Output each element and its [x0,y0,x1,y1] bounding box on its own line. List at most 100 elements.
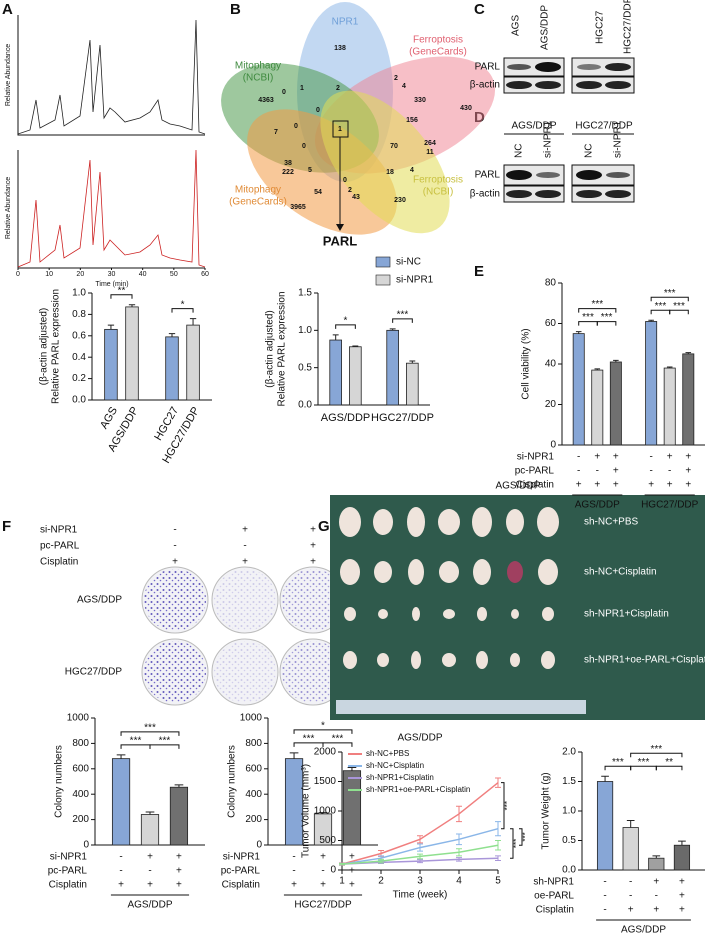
significance-label: *** [503,801,512,810]
condition-sign: + [291,880,297,891]
panel-label: F [2,518,11,535]
significance-label: *** [303,734,315,745]
y-tick-label: 200 [245,814,262,825]
x-tick-label: 1 [339,876,345,887]
y-tick-label: 1.0 [72,288,86,299]
condition-sign: + [176,852,182,863]
condition-sign: + [679,877,685,888]
y-tick-label: 2.0 [562,747,576,758]
panel-label: G [318,518,330,535]
colonies [282,569,344,631]
significance-label: *** [650,744,662,755]
condition-sign: + [310,525,316,536]
tumor [378,609,388,619]
colonies [144,641,206,703]
group-label: sh-NC+PBS [584,517,639,528]
group-label: AGS/DDP [575,500,620,511]
x-tick-label: 3 [417,876,423,887]
lane-label: si-NPR1 [613,120,624,158]
tumor [537,507,559,537]
bar [140,814,160,846]
significance-label: *** [130,735,142,746]
region-count: 38 [284,160,292,167]
error-bar [652,855,661,859]
y-tick-label: 0.8 [72,309,86,320]
condition-sign: - [292,852,295,863]
error-bar [289,752,299,759]
tumor [477,607,487,621]
y-tick-label: 1000 [314,806,337,817]
significance-label: *** [397,309,409,320]
y-tick-label: 800 [72,738,89,749]
y-tick-label: 0.5 [298,362,312,373]
bar [673,844,691,871]
group-label: AGS/DDP [511,121,556,132]
legend-swatch [375,256,391,268]
y-tick-label: 0.0 [72,395,86,406]
y-tick-label: 0 [550,440,556,451]
error-bar [347,767,357,771]
condition-sign: + [176,866,182,877]
bar [682,353,695,446]
condition-sign: + [594,452,600,463]
condition-sign: - [148,866,151,877]
condition-sign: + [349,880,355,891]
condition-sign: + [685,466,691,477]
group-label: sh-NPR1+Cisplatin [584,609,669,620]
region-count: 4 [410,167,414,174]
significance-bracket [149,744,180,749]
condition-sign: + [685,480,691,491]
set-label: (GeneCards) [229,197,287,208]
condition-sign: + [176,880,182,891]
condition-label: Cisplatin [516,480,554,491]
line [341,844,499,865]
bar [169,786,189,846]
tumor [339,507,361,537]
x-tick-label: 20 [76,271,84,278]
tumor [374,561,392,583]
condition-sign: + [147,852,153,863]
y-tick-label: 400 [245,789,262,800]
condition-label: pc-PARL [40,541,80,552]
bar [125,306,139,401]
chromatogram: Relative Abundance Relative Abundance Ti… [5,15,206,288]
region-count: 5 [308,167,312,174]
condition-sign: - [629,877,632,888]
condition-sign: - [655,891,658,902]
region-count: 264 [424,140,436,147]
condition-sign: - [119,866,122,877]
y-tick-label: 1.5 [298,288,312,299]
condition-sign: - [119,852,122,863]
y-label: Relative Abundance [5,177,12,239]
region-count: 0 [302,143,306,150]
group-label: sh-NC+Cisplatin [584,567,657,578]
x-tick-label: 50 [170,271,178,278]
tumor [438,509,460,535]
region-count: 43 [352,194,360,201]
error-bar [409,360,416,364]
significance-bracket [596,321,617,326]
arrow-head [336,224,344,231]
significance-label: * [344,315,348,326]
x-tick-label: 5 [495,876,501,887]
region-count: 430 [460,105,472,112]
y-tick-label: 2000 [314,747,337,758]
significance-label: * [181,299,185,310]
x-tick-label: 0 [16,271,20,278]
condition-sign: + [242,557,248,568]
set-label: Mitophagy [235,61,281,72]
error-bar [116,754,126,759]
y-tick-label: 1.0 [562,806,576,817]
row-label: AGS/DDP [77,595,122,606]
condition-sign: - [649,452,652,463]
colony-plates: AGS/DDP HGC27/DDP si-NPR1 - + + pc-PARL - - + Ci… [40,525,347,706]
set-label: Ferroptosis [413,35,463,46]
bar [386,329,399,406]
condition-label: Cisplatin [536,905,574,916]
error-bar [601,775,609,782]
tumor [476,651,488,669]
condition-sign: - [577,452,580,463]
group-label: HGC27/DDP [294,900,352,911]
error-bar [626,819,635,828]
y-axis-label: Relative PARL expression [277,291,288,406]
